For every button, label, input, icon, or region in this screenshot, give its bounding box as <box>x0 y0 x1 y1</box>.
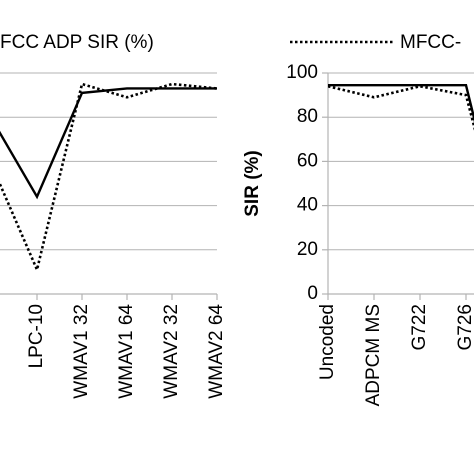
x-tick-label: WMAV2 32 <box>161 304 182 399</box>
y-tick-label: 40 <box>297 195 318 216</box>
y-axis-label: SIR (%) <box>242 150 263 217</box>
x-tick-label: WMAV2 64 <box>206 304 227 399</box>
x-tick-label: WMAV1 32 <box>71 304 92 399</box>
y-tick-label: 20 <box>297 239 318 260</box>
y-tick-label: 100 <box>286 62 318 83</box>
x-tick-label: LPC-10 <box>26 304 47 368</box>
x-tick-label: G722 <box>409 304 430 350</box>
x-tick-label: ADPCM MS <box>363 304 384 406</box>
plot <box>0 82 218 274</box>
legend-label: FCC ADP SIR (%) <box>0 32 154 53</box>
y-tick-label: 60 <box>297 150 318 171</box>
y-tick-label: 80 <box>297 106 318 127</box>
y-tick-label: 0 <box>307 283 318 304</box>
series-line <box>328 84 474 132</box>
x-tick-label: WMAV1 64 <box>116 304 137 399</box>
x-tick-label: Uncoded <box>317 304 338 380</box>
series-line <box>0 82 218 274</box>
legend-label: MFCC- <box>400 32 461 53</box>
x-tick-label: G726 <box>455 304 474 350</box>
series-line <box>328 83 474 123</box>
plot <box>328 83 474 132</box>
series-line <box>0 87 217 200</box>
